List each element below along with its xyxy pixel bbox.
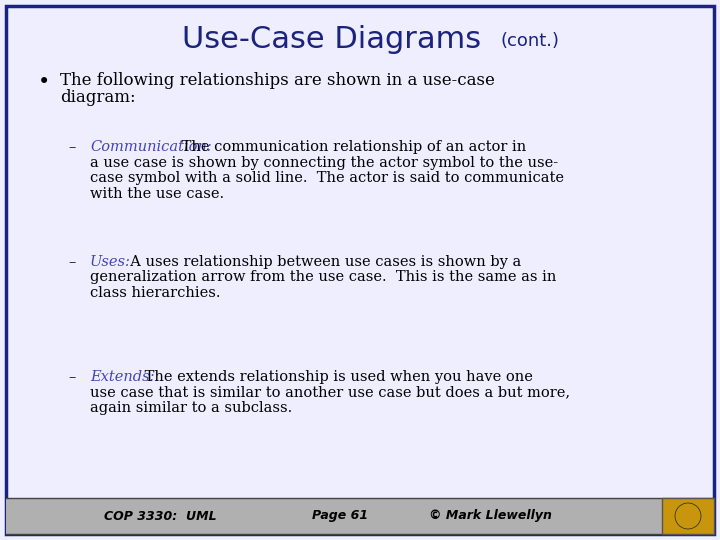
Text: case symbol with a solid line.  The actor is said to communicate: case symbol with a solid line. The actor… [90,171,564,185]
Text: a use case is shown by connecting the actor symbol to the use-: a use case is shown by connecting the ac… [90,156,558,170]
Text: Uses:: Uses: [90,255,131,269]
Text: •: • [38,72,50,92]
Text: COP 3330:  UML: COP 3330: UML [104,510,216,523]
Text: –: – [68,255,76,269]
Text: –: – [68,370,76,384]
Text: –: – [68,140,76,154]
Bar [662,498,714,534]
Text: generalization arrow from the use case.  This is the same as in: generalization arrow from the use case. … [90,271,557,285]
Text: diagram:: diagram: [60,89,135,106]
Text: A uses relationship between use cases is shown by a: A uses relationship between use cases is… [121,255,521,269]
Bar [6,498,714,534]
Text: with the use case.: with the use case. [90,186,224,200]
Text: again similar to a subclass.: again similar to a subclass. [90,401,292,415]
Text: The extends relationship is used when you have one: The extends relationship is used when yo… [140,370,533,384]
Text: The communication relationship of an actor in: The communication relationship of an act… [177,140,526,154]
Text: Use-Case Diagrams: Use-Case Diagrams [181,25,481,55]
Text: Extends:: Extends: [90,370,155,384]
Text: class hierarchies.: class hierarchies. [90,286,220,300]
Circle shape [675,503,701,529]
Text: The following relationships are shown in a use-case: The following relationships are shown in… [60,72,495,89]
Text: © Mark Llewellyn: © Mark Llewellyn [428,510,552,523]
Text: Page 61: Page 61 [312,510,368,523]
Text: (cont.): (cont.) [500,32,559,50]
Text: Communication:: Communication: [90,140,212,154]
Text: use case that is similar to another use case but does a but more,: use case that is similar to another use … [90,386,570,400]
